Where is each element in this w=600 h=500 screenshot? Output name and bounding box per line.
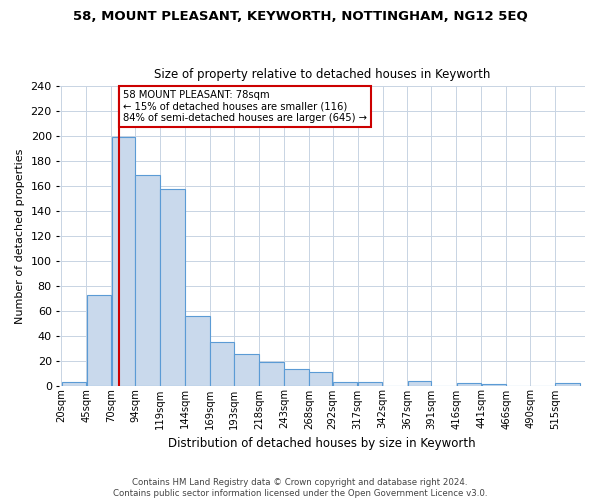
Title: Size of property relative to detached houses in Keyworth: Size of property relative to detached ho… <box>154 68 490 81</box>
Bar <box>112 138 135 386</box>
Bar <box>284 370 308 386</box>
Text: 58, MOUNT PLEASANT, KEYWORTH, NOTTINGHAM, NG12 5EQ: 58, MOUNT PLEASANT, KEYWORTH, NOTTINGHAM… <box>73 10 527 23</box>
Bar <box>160 188 185 386</box>
Text: 58 MOUNT PLEASANT: 78sqm
← 15% of detached houses are smaller (116)
84% of semi-: 58 MOUNT PLEASANT: 78sqm ← 15% of detach… <box>123 90 367 124</box>
X-axis label: Distribution of detached houses by size in Keyworth: Distribution of detached houses by size … <box>169 437 476 450</box>
Bar <box>457 383 481 386</box>
Y-axis label: Number of detached properties: Number of detached properties <box>15 148 25 324</box>
Bar <box>259 362 284 386</box>
Text: Contains HM Land Registry data © Crown copyright and database right 2024.
Contai: Contains HM Land Registry data © Crown c… <box>113 478 487 498</box>
Bar <box>210 342 234 386</box>
Bar <box>234 354 259 386</box>
Bar <box>482 384 506 386</box>
Bar <box>62 382 86 386</box>
Bar <box>136 175 160 386</box>
Bar <box>408 380 431 386</box>
Bar <box>185 316 210 386</box>
Bar <box>309 372 332 386</box>
Bar <box>358 382 382 386</box>
Bar <box>86 294 111 386</box>
Bar <box>556 383 580 386</box>
Bar <box>333 382 358 386</box>
